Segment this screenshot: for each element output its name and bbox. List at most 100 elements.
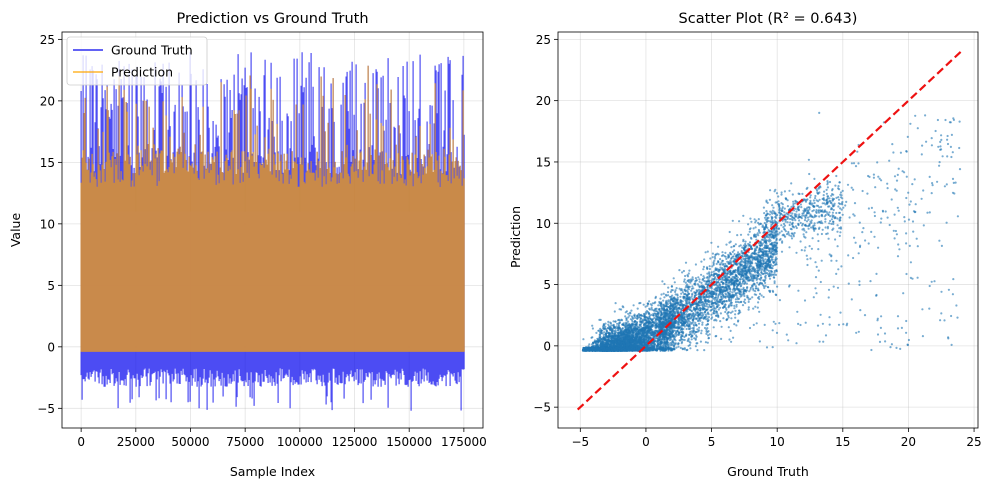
scatter-point (649, 325, 652, 328)
scatter-point (640, 339, 643, 342)
scatter-point (654, 301, 657, 304)
scatter-point (633, 319, 637, 323)
x-tick-label: 175000 (441, 435, 487, 449)
scatter-point (654, 318, 658, 321)
scatter-point (650, 318, 654, 321)
scatter-point (613, 310, 616, 313)
scatter-point (639, 323, 643, 326)
scatter-point (588, 343, 591, 346)
scatter-point (654, 337, 658, 340)
scatter-point (595, 331, 598, 334)
scatter-point (609, 344, 612, 347)
scatter-point (618, 308, 621, 311)
scatter-point (612, 327, 616, 330)
scatter-point (644, 338, 648, 342)
scatter-point (614, 320, 617, 323)
scatter-point (636, 307, 639, 310)
scatter-point (622, 306, 625, 309)
scatter-point (646, 304, 649, 307)
scatter-point (652, 314, 655, 317)
scatter-point (633, 327, 636, 330)
scatter-point (605, 328, 608, 331)
scatter-point (604, 322, 607, 325)
line-chart-ticks: 0 25000 50000 75000 100000 125000 150000 175000… (37, 33, 486, 449)
scatter-point (602, 325, 605, 328)
scatter-point (621, 327, 624, 330)
scatter-point (645, 310, 649, 313)
scatter-point (582, 338, 585, 341)
scatter-point (624, 315, 627, 318)
scatter-point (605, 339, 609, 343)
x-tick-label: 75000 (226, 435, 264, 449)
line-chart-series (80, 52, 465, 411)
scatter-point (617, 337, 620, 340)
x-tick-label: 100000 (277, 435, 323, 449)
scatter-point (644, 305, 647, 308)
scatter-point (639, 301, 642, 305)
scatter-point (634, 323, 637, 326)
scatter-point (642, 303, 645, 306)
scatter-point (630, 309, 633, 312)
scatter-point (638, 314, 642, 317)
scatter-point (662, 299, 665, 302)
line-chart-panel: 0 25000 50000 75000 100000 125000 150000 175000… (8, 11, 487, 479)
scatter-point (657, 304, 660, 307)
scatter-point (648, 300, 651, 303)
scatter-point (643, 315, 646, 318)
scatter-point (643, 337, 646, 340)
x-tick-label: 125000 (332, 435, 378, 449)
scatter-point (599, 318, 602, 321)
y-tick-label: 10 (40, 217, 55, 231)
scatter-point (602, 323, 605, 326)
scatter-point (645, 343, 649, 346)
scatter-point (637, 326, 640, 329)
scatter-point (614, 327, 617, 330)
scatter-point (655, 315, 658, 318)
scatter-point (609, 321, 612, 324)
line-chart-ylabel: Value (8, 213, 23, 248)
scatter-point (591, 324, 594, 327)
scatter-point (632, 332, 635, 335)
scatter-point (608, 342, 611, 345)
x-tick-label: 0 (77, 435, 85, 449)
scatter-point (631, 329, 635, 332)
legend-box (66, 36, 208, 86)
scatter-point (631, 343, 634, 346)
legend-ground-truth-label: Ground Truth (111, 43, 193, 58)
scatter-point (630, 315, 634, 318)
line-chart-legend: Ground Truth Prediction (66, 36, 208, 86)
scatter-point (608, 331, 611, 334)
scatter-point (648, 307, 651, 310)
scatter-point (650, 306, 653, 309)
scatter-point (628, 343, 631, 346)
scatter-point (651, 302, 654, 305)
scatter-point (642, 312, 646, 316)
scatter-point (642, 341, 645, 344)
scatter-point (639, 342, 642, 345)
scatter-point (591, 327, 595, 330)
y-tick-label: 25 (40, 33, 55, 47)
scatter-point (614, 338, 617, 341)
scatter-point (644, 342, 647, 345)
scatter-point (673, 344, 676, 348)
x-tick-label: 25000 (117, 435, 155, 449)
scatter-point (647, 327, 650, 330)
scatter-point (607, 320, 610, 323)
scatter-point (643, 329, 646, 332)
scatter-point (594, 340, 597, 344)
scatter-point (618, 321, 622, 324)
scatter-point (615, 325, 618, 328)
scatter-point (602, 333, 605, 336)
scatter-point (625, 318, 628, 321)
scatter-point (617, 324, 621, 327)
scatter-point (647, 337, 650, 340)
scatter-point (616, 322, 619, 325)
y-tick-label: −5 (37, 402, 55, 416)
scatter-point (606, 335, 609, 338)
scatter-point (603, 331, 606, 334)
scatter-point (600, 329, 603, 332)
scatter-point (635, 330, 638, 333)
scatter-point (638, 332, 641, 335)
scatter-point (627, 312, 630, 315)
